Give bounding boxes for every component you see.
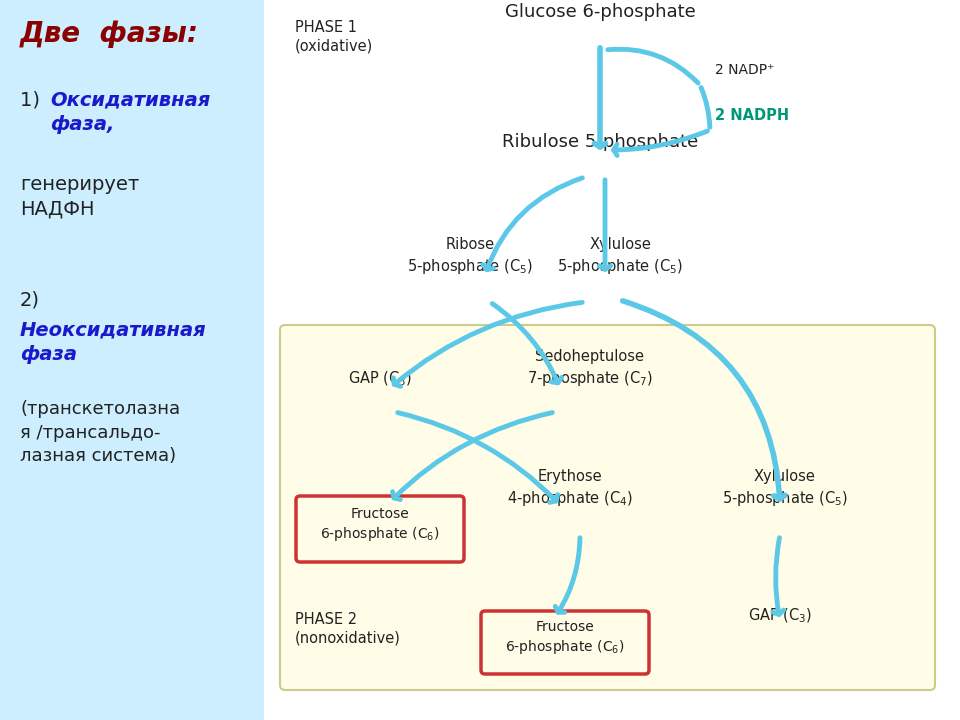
FancyBboxPatch shape xyxy=(481,611,649,674)
Text: 1): 1) xyxy=(20,90,46,109)
Text: GAP (C$_3$): GAP (C$_3$) xyxy=(748,606,812,625)
Text: Glucose 6-phosphate: Glucose 6-phosphate xyxy=(505,3,695,21)
Text: Fructose
6-phosphate (C$_6$): Fructose 6-phosphate (C$_6$) xyxy=(505,620,625,656)
Text: Ribose
5-phosphate (C$_5$): Ribose 5-phosphate (C$_5$) xyxy=(407,237,533,276)
Text: Две  фазы:: Две фазы: xyxy=(20,20,199,48)
Text: Sedoheptulose
7-phosphate (C$_7$): Sedoheptulose 7-phosphate (C$_7$) xyxy=(527,349,653,388)
FancyBboxPatch shape xyxy=(280,325,935,690)
Text: GAP (C$_3$): GAP (C$_3$) xyxy=(348,369,412,388)
Text: 2 NADPH: 2 NADPH xyxy=(715,107,789,122)
Text: Fructose
6-phosphate (C$_6$): Fructose 6-phosphate (C$_6$) xyxy=(321,507,440,544)
Text: PHASE 1
(oxidative): PHASE 1 (oxidative) xyxy=(295,20,373,53)
Text: Неоксидативная
фаза: Неоксидативная фаза xyxy=(20,320,206,364)
Text: 2 NADP⁺: 2 NADP⁺ xyxy=(715,63,775,77)
Text: Erythose
4-phosphate (C$_4$): Erythose 4-phosphate (C$_4$) xyxy=(507,469,633,508)
Text: генерирует
НАДФН: генерирует НАДФН xyxy=(20,175,139,219)
Text: PHASE 2
(nonoxidative): PHASE 2 (nonoxidative) xyxy=(295,612,401,646)
Text: Оксидативная
фаза,: Оксидативная фаза, xyxy=(50,90,210,134)
Text: Xylulose
5-phosphate (C$_5$): Xylulose 5-phosphate (C$_5$) xyxy=(557,237,683,276)
FancyBboxPatch shape xyxy=(296,496,464,562)
Text: Ribulose 5-phosphate: Ribulose 5-phosphate xyxy=(502,133,698,151)
Text: (транскетолазна
я /трансальдо-
лазная система): (транскетолазна я /трансальдо- лазная си… xyxy=(20,400,180,465)
Text: 2): 2) xyxy=(20,290,40,309)
Text: Xylulose
5-phosphate (C$_5$): Xylulose 5-phosphate (C$_5$) xyxy=(722,469,848,508)
